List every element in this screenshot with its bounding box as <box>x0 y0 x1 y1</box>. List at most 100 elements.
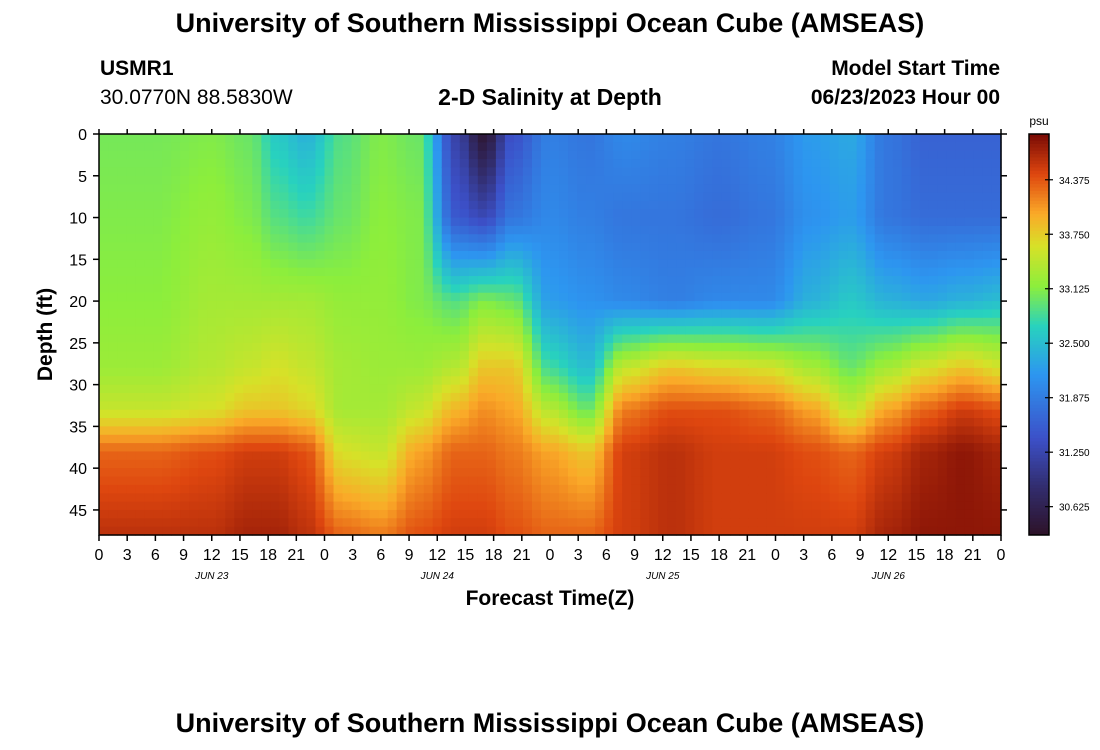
heatmap-cell <box>640 443 650 453</box>
heatmap-cell <box>450 259 461 269</box>
heatmap-cell <box>486 209 497 219</box>
heatmap-cell <box>748 150 759 160</box>
heatmap-cell <box>838 518 849 528</box>
heatmap-cell <box>955 150 966 160</box>
heatmap-cell <box>955 493 966 503</box>
heatmap-cell <box>829 134 840 143</box>
heatmap-cell <box>504 518 515 528</box>
heatmap-cell <box>856 217 867 227</box>
heatmap-cell <box>360 217 371 227</box>
heatmap-cell <box>306 434 317 444</box>
heatmap-cell <box>495 225 506 235</box>
heatmap-cell <box>369 392 380 402</box>
heatmap-cell <box>378 159 389 169</box>
heatmap-cell <box>144 292 154 302</box>
heatmap-cell <box>883 142 894 152</box>
heatmap-cell <box>207 259 217 269</box>
heatmap-cell <box>820 351 831 361</box>
heatmap-cell <box>279 451 290 461</box>
heatmap-cell <box>955 259 966 269</box>
heatmap-cell <box>288 392 299 402</box>
heatmap-cell <box>252 284 262 294</box>
heatmap-cell <box>919 434 930 444</box>
heatmap-cell <box>306 250 317 260</box>
heatmap-cell <box>685 476 695 486</box>
heatmap-cell <box>306 501 317 511</box>
heatmap-cell <box>216 443 226 453</box>
heatmap-cell <box>279 242 290 252</box>
heatmap-cell <box>757 359 768 369</box>
heatmap-cell <box>676 342 686 352</box>
heatmap-cell <box>396 342 407 352</box>
heatmap-cell <box>225 367 235 377</box>
heatmap-cell <box>270 468 280 478</box>
heatmap-cell <box>964 443 975 453</box>
heatmap-cell <box>171 217 181 227</box>
heatmap-cell <box>396 459 407 469</box>
heatmap-cell <box>973 326 984 336</box>
heatmap-cell <box>820 192 831 202</box>
heatmap-cell <box>513 392 524 402</box>
heatmap-cell <box>685 142 695 152</box>
heatmap-cell <box>153 451 163 461</box>
heatmap-cell <box>937 317 948 327</box>
heatmap-cell <box>108 250 118 260</box>
heatmap-cell <box>531 301 542 311</box>
heatmap-cell <box>162 409 172 419</box>
heatmap-cell <box>991 234 1002 244</box>
heatmap-cell <box>667 468 677 478</box>
heatmap-cell <box>847 409 858 419</box>
heatmap-cell <box>586 367 596 377</box>
heatmap-cell <box>297 284 308 294</box>
heatmap-cell <box>766 468 777 478</box>
heatmap-cell <box>108 134 118 143</box>
heatmap-cell <box>622 309 632 319</box>
heatmap-cell <box>468 351 479 361</box>
heatmap-cell <box>153 301 163 311</box>
heatmap-cell <box>270 234 280 244</box>
heatmap-cell <box>396 501 407 511</box>
heatmap-cell <box>883 134 894 143</box>
heatmap-cell <box>513 309 524 319</box>
heatmap-cell <box>649 443 659 453</box>
heatmap-cell <box>748 509 759 519</box>
heatmap-cell <box>171 134 181 143</box>
heatmap-cell <box>126 142 136 152</box>
heatmap-cell <box>910 376 921 386</box>
heatmap-cell <box>838 376 849 386</box>
heatmap-cell <box>559 484 569 494</box>
heatmap-cell <box>910 326 921 336</box>
heatmap-cell <box>243 518 253 528</box>
heatmap-cell <box>568 225 578 235</box>
heatmap-cell <box>423 334 434 344</box>
heatmap-cell <box>622 526 632 536</box>
heatmap-cell <box>207 484 217 494</box>
heatmap-cell <box>450 200 461 210</box>
heatmap-cell <box>892 459 903 469</box>
heatmap-cell <box>387 418 398 427</box>
heatmap-cell <box>982 409 993 419</box>
heatmap-cell <box>531 434 542 444</box>
heatmap-cell <box>360 484 371 494</box>
heatmap-cell <box>405 359 416 369</box>
heatmap-cell <box>117 518 127 528</box>
heatmap-cell <box>387 426 398 436</box>
heatmap-cell <box>243 134 253 143</box>
heatmap-cell <box>793 259 804 269</box>
heatmap-cell <box>450 192 461 202</box>
heatmap-cell <box>531 342 542 352</box>
heatmap-cell <box>559 509 569 519</box>
heatmap-cell <box>468 409 479 419</box>
heatmap-cell <box>297 451 308 461</box>
heatmap-cell <box>928 384 939 394</box>
heatmap-cell <box>450 167 461 177</box>
heatmap-cell <box>838 292 849 302</box>
heatmap-cell <box>712 142 722 152</box>
heatmap-cell <box>378 334 389 344</box>
heatmap-cell <box>117 301 127 311</box>
heatmap-cell <box>883 200 894 210</box>
heatmap-cell <box>811 159 822 169</box>
heatmap-cell <box>703 150 713 160</box>
heatmap-cell <box>757 267 768 277</box>
heatmap-cell <box>234 376 244 386</box>
